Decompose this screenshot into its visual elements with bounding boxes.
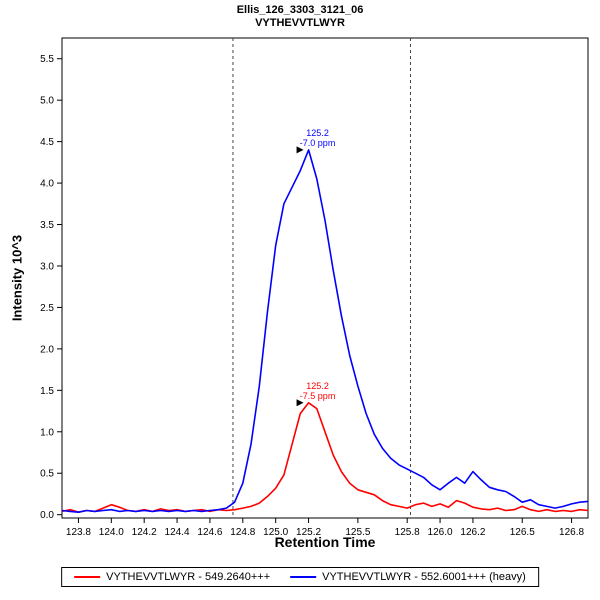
y-tick-label: 5.5	[40, 54, 54, 65]
chart-title: Ellis_126_3303_3121_06	[236, 4, 364, 16]
chart-legend: VYTHEVVTLWYR - 549.2640+++ VYTHEVVTLWYR …	[61, 567, 539, 587]
x-tick-label: 124.8	[230, 527, 255, 538]
peak-ppm-label: -7.0 ppm	[300, 138, 336, 148]
y-axis-title: Intensity 10^3	[9, 234, 25, 322]
x-tick-label: 124.6	[197, 527, 222, 538]
y-tick-label: 0.0	[40, 510, 54, 521]
legend-label-light: VYTHEVVTLWYR - 549.2640+++	[106, 571, 271, 583]
legend-item-light: VYTHEVVTLWYR - 549.2640+++	[74, 571, 270, 583]
peak-rt-label: 125.2	[306, 381, 329, 391]
legend-label-heavy: VYTHEVVTLWYR - 552.6001+++ (heavy)	[322, 571, 526, 583]
y-tick-label: 3.0	[40, 261, 54, 272]
y-tick-label: 3.5	[40, 220, 54, 231]
x-tick-label: 125.0	[263, 527, 288, 538]
y-tick-label: 2.0	[40, 344, 54, 355]
series-line-heavy[interactable]	[61, 149, 589, 514]
red-line-sample-icon	[74, 576, 101, 578]
x-axis-title: Retention Time	[274, 534, 376, 550]
peak-arrow-icon	[296, 146, 304, 154]
y-tick-label: 1.5	[40, 386, 54, 397]
blue-line-sample-icon	[290, 576, 317, 578]
x-tick-label: 124.0	[99, 527, 124, 538]
x-tick-label: 124.4	[165, 527, 190, 538]
peak-rt-label: 125.2	[306, 128, 329, 138]
x-tick-label: 126.5	[510, 527, 535, 538]
x-tick-label: 126.0	[428, 527, 453, 538]
x-tick-label: 124.2	[132, 527, 157, 538]
y-tick-label: 4.0	[40, 179, 54, 190]
chart-title-block: Ellis_126_3303_3121_06 VYTHEVVTLWYR	[0, 4, 600, 30]
x-tick-label: 126.8	[559, 527, 584, 538]
legend-item-heavy: VYTHEVVTLWYR - 552.6001+++ (heavy)	[290, 571, 526, 583]
peak-arrow-icon	[296, 399, 304, 407]
y-tick-label: 0.5	[40, 469, 54, 480]
x-tick-label: 125.2	[296, 527, 321, 538]
chart-subtitle: VYTHEVVTLWYR	[255, 17, 345, 29]
x-tick-label: 126.2	[460, 527, 485, 538]
plot-border	[61, 37, 589, 519]
y-tick-label: 1.0	[40, 427, 54, 438]
x-tick-label: 123.8	[66, 527, 91, 538]
chromatogram-plot[interactable]: 123.8 124.0 124.2 124.4 124.6 124.8 125.0 125.2…	[0, 0, 600, 560]
peak-ppm-label: -7.5 ppm	[300, 391, 336, 401]
x-tick-label: 125.8	[395, 527, 420, 538]
y-tick-label: 5.0	[40, 96, 54, 107]
y-tick-label: 2.5	[40, 303, 54, 314]
y-tick-label: 4.5	[40, 137, 54, 148]
x-tick-label: 125.5	[345, 527, 370, 538]
